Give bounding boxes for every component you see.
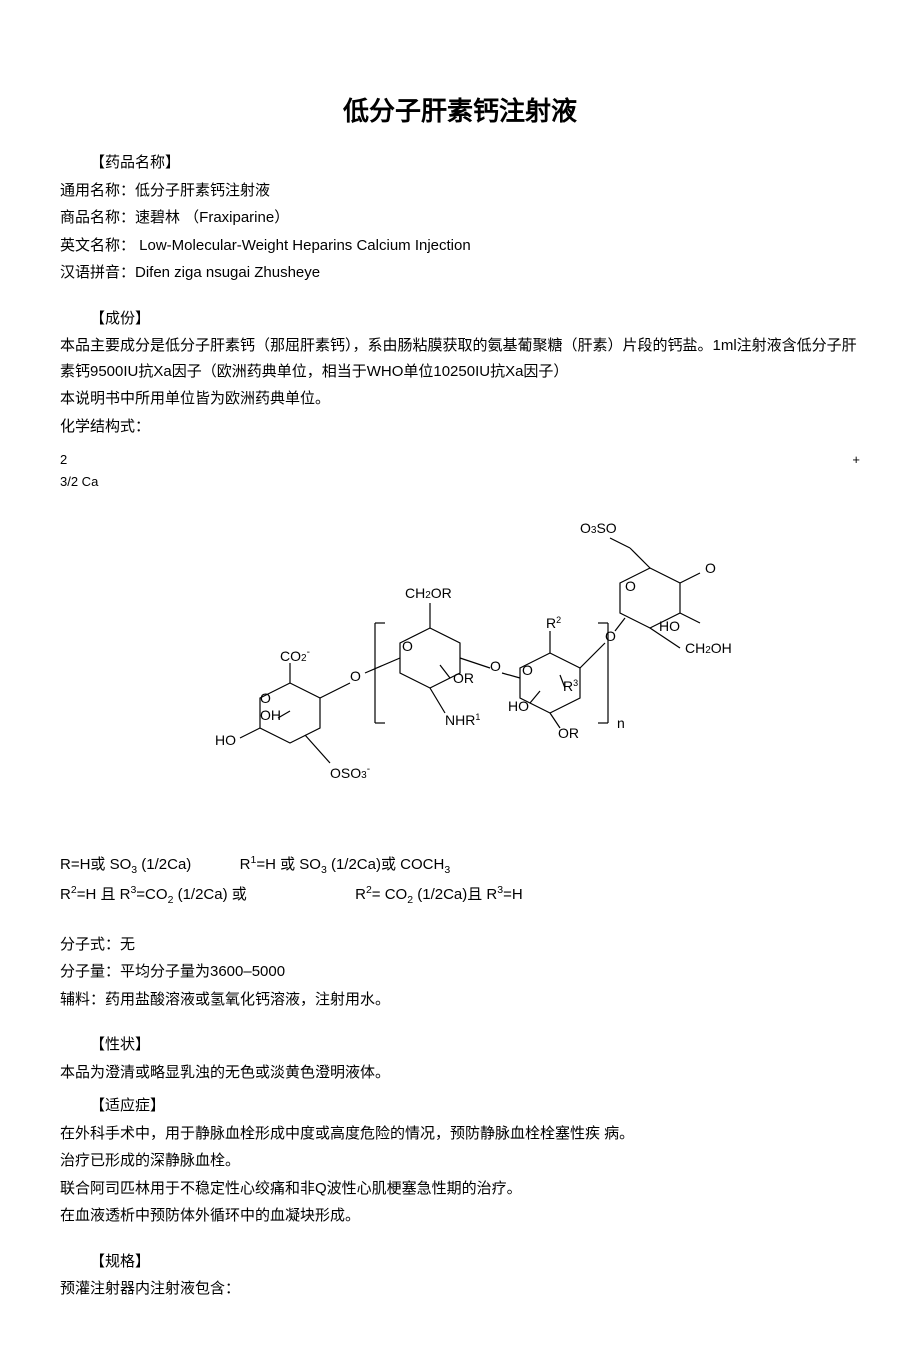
lbl-co2: CO2- xyxy=(280,647,310,664)
spec-text: 预灌注射器内注射液包含： xyxy=(60,1276,860,1302)
composition-p1: 本品主要成分是低分子肝素钙（那屈肝素钙），系由肠粘膜获取的氨基葡聚糖（肝素）片段… xyxy=(60,333,860,384)
r-def-2b: R2= CO2 (1/2Ca)且 R3=H xyxy=(355,886,523,903)
characteristics-header: 【性状】 xyxy=(60,1032,860,1058)
lbl-oh-l: OH xyxy=(260,707,281,723)
composition-p2: 本说明书中所用单位皆为欧洲药典单位。 xyxy=(60,386,860,412)
indications-header: 【适应症】 xyxy=(60,1093,860,1119)
r-definitions: R=H或 SO3 (1/2Ca) R1=H 或 SO3 (1/2Ca)或 COC… xyxy=(60,852,860,910)
lbl-ch2or: CH2OR xyxy=(405,585,452,601)
generic-name: 通用名称：低分子肝素钙注射液 xyxy=(60,178,860,204)
lbl-o-link3: O xyxy=(605,628,616,644)
structure-svg: O3SO O HO CH2OH CH2OR R2 R3 CO2- OH HO O… xyxy=(150,513,770,813)
lbl-ch2oh: CH2OH xyxy=(685,640,732,656)
indications-l1: 在外科手术中，用于静脉血栓形成中度或高度危险的情况，预防静脉血栓栓塞性疾 病。 xyxy=(60,1121,860,1147)
english-name: 英文名称： Low-Molecular-Weight Heparins Calc… xyxy=(60,233,860,259)
lbl-ho-r: HO xyxy=(659,618,680,634)
indications-l3: 联合阿司匹林用于不稳定性心绞痛和非Q波性心肌梗塞急性期的治疗。 xyxy=(60,1176,860,1202)
document-title: 低分子肝素钙注射液 xyxy=(60,90,860,134)
spec-header: 【规格】 xyxy=(60,1249,860,1275)
lbl-o-m1: O xyxy=(402,638,413,654)
lbl-oso3: OSO3- xyxy=(330,764,370,781)
mol-weight: 分子量：平均分子量为3600–5000 xyxy=(60,959,860,985)
mol-formula: 分子式：无 xyxy=(60,932,860,958)
composition-p3: 化学结构式： xyxy=(60,414,860,440)
lbl-o3so: O3SO xyxy=(580,520,617,536)
lbl-r2: R2 xyxy=(546,615,561,631)
formula-top-left: 2 + 3/2 Ca xyxy=(60,449,860,493)
drug-name-header: 【药品名称】 xyxy=(60,150,860,176)
lbl-or-inner: OR xyxy=(453,670,474,686)
lbl-o-tr2: O xyxy=(625,578,636,594)
formula-plus: + xyxy=(852,449,860,471)
mol-excipients: 辅料：药用盐酸溶液或氢氧化钙溶液，注射用水。 xyxy=(60,987,860,1013)
lbl-ho-inner: HO xyxy=(508,698,529,714)
brand-name: 商品名称：速碧林 （Fraxiparine） xyxy=(60,205,860,231)
composition-header: 【成份】 xyxy=(60,306,860,332)
lbl-o-lh: O xyxy=(260,690,271,706)
r-def-2a: R2=H 且 R3=CO2 (1/2Ca) 或 xyxy=(60,886,247,903)
lbl-r3: R3 xyxy=(563,678,578,694)
lbl-o-m3: O xyxy=(522,662,533,678)
r-def-1a: R=H或 SO3 (1/2Ca) xyxy=(60,856,191,873)
lbl-nhr1: NHR1 xyxy=(445,712,480,728)
lbl-n: n xyxy=(617,715,625,731)
lbl-or-right: OR xyxy=(558,725,579,741)
indications-l2: 治疗已形成的深静脉血栓。 xyxy=(60,1148,860,1174)
r-def-1b: R1=H 或 SO3 (1/2Ca)或 COCH3 xyxy=(240,856,451,873)
formula-2: 2 xyxy=(60,452,67,467)
characteristics-text: 本品为澄清或略显乳浊的无色或淡黄色澄明液体。 xyxy=(60,1060,860,1086)
pinyin-name: 汉语拼音：Difen ziga nsugai Zhusheye xyxy=(60,260,860,286)
formula-3-2-ca: 3/2 Ca xyxy=(60,474,98,489)
lbl-o-link1: O xyxy=(350,668,361,684)
lbl-ho-l: HO xyxy=(215,732,236,748)
lbl-o-tr: O xyxy=(705,560,716,576)
indications-l4: 在血液透析中预防体外循环中的血凝块形成。 xyxy=(60,1203,860,1229)
lbl-o-link2: O xyxy=(490,658,501,674)
chemical-structure: O3SO O HO CH2OH CH2OR R2 R3 CO2- OH HO O… xyxy=(60,513,860,822)
